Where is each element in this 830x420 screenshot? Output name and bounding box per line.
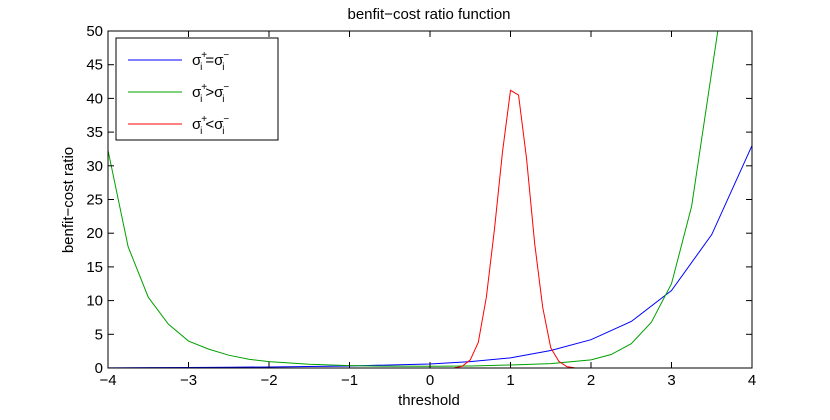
x-tick-label: 0 (426, 372, 434, 389)
y-axis-label: benfit−cost ratio (60, 147, 77, 253)
x-tick-label: −2 (260, 372, 277, 389)
chart-title: benfit−cost ratio function (347, 6, 510, 23)
series-line-1 (108, 145, 752, 368)
x-tick-label: 1 (506, 372, 514, 389)
y-tick-label: 30 (86, 158, 103, 175)
x-tick-label: 3 (667, 372, 675, 389)
x-tick-label: −3 (180, 372, 197, 389)
legend-label: σ+ i =σ− i (192, 50, 229, 73)
y-tick-label: 40 (86, 90, 103, 107)
y-tick-label: 25 (86, 192, 103, 209)
legend: σ+ i =σ− i σ+ i >σ− i σ+ i <σ− i (115, 37, 279, 141)
x-axis-label: threshold (398, 392, 460, 409)
y-tick-label: 50 (86, 23, 103, 40)
y-tick-label: 20 (86, 225, 103, 242)
y-tick-label: 0 (95, 360, 103, 377)
series-line-2 (108, 31, 719, 367)
y-tick-label: 5 (95, 326, 103, 343)
y-tick-label: 45 (86, 57, 103, 74)
y-tick-label: 15 (86, 259, 103, 276)
x-tick-label: 2 (587, 372, 595, 389)
x-tick-label: −4 (99, 372, 116, 389)
x-tick-label: −1 (341, 372, 358, 389)
x-tick-label: 4 (748, 372, 756, 389)
legend-label: σ+ i <σ− i (192, 114, 229, 137)
legend-box (115, 37, 279, 141)
legend-label: σ+ i >σ− i (192, 82, 229, 105)
y-tick-label: 35 (86, 124, 103, 141)
y-tick-label: 10 (86, 293, 103, 310)
series-line-3 (108, 89, 752, 368)
